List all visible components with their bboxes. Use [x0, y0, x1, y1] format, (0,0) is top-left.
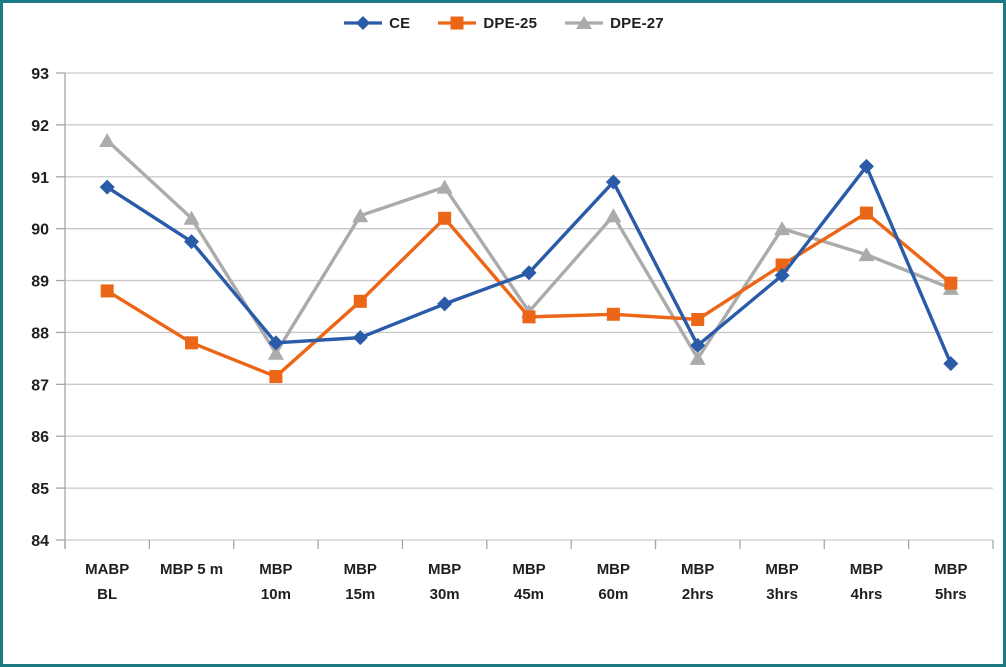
- x-tick-label: MBP 5hrs: [934, 561, 967, 603]
- y-tick-label: 93: [31, 66, 49, 83]
- marker-diamond-ce: [521, 265, 537, 281]
- marker-square-dpe-25: [859, 206, 873, 220]
- x-tick-label: MBP 45m: [512, 561, 545, 603]
- y-tick-label: 88: [31, 325, 49, 342]
- y-tick-label: 90: [31, 222, 49, 239]
- y-tick-label: 87: [31, 377, 49, 394]
- marker-square-dpe-25: [691, 312, 705, 326]
- ce-line-diamond-marker-icon: [344, 16, 383, 30]
- legend-label-ce: CE: [389, 14, 411, 32]
- x-tick-label: MABP BL: [85, 561, 129, 603]
- dpe27-line-triangle-marker-icon: [565, 16, 604, 29]
- legend-label-dpe27: DPE-27: [610, 14, 664, 32]
- marker-triangle-dpe-27: [183, 210, 200, 225]
- marker-diamond-ce: [943, 356, 959, 372]
- marker-diamond-ce: [184, 234, 200, 250]
- x-tick-label: MBP 10m: [259, 561, 292, 603]
- y-tick-label: 85: [31, 481, 49, 498]
- marker-triangle-dpe-27: [436, 179, 453, 194]
- marker-square-dpe-25: [522, 310, 536, 324]
- line-chart: 84 85 86 87 88 89 90 91 92 93 MABP BL MBP 5 m MBP 10m M…: [31, 66, 994, 603]
- y-tick-label: 89: [31, 274, 49, 291]
- marker-square-dpe-25: [775, 258, 789, 272]
- marker-diamond-ce: [437, 296, 453, 312]
- dpe25-line-square-marker-icon: [438, 16, 477, 30]
- series-line-dpe-27: [106, 139, 952, 361]
- x-tick-label: MBP 4hrs: [850, 561, 883, 603]
- marker-triangle-dpe-27: [774, 221, 791, 236]
- marker-square-dpe-25: [269, 370, 283, 384]
- x-tick-label: MBP 3hrs: [765, 561, 798, 603]
- legend-item-ce: CE: [342, 14, 410, 32]
- legend-label-dpe25: DPE-25: [483, 14, 538, 32]
- marker-diamond-ce: [268, 335, 284, 351]
- y-tick-label: 84: [31, 533, 49, 550]
- series-line-ce: [106, 164, 953, 365]
- marker-square-dpe-25: [606, 307, 620, 321]
- x-tick-label: MBP 5 m: [160, 561, 223, 578]
- x-tick-label: MBP 2hrs: [681, 561, 714, 603]
- marker-diamond-ce: [99, 179, 115, 195]
- legend-item-dpe27: DPE-27: [563, 14, 664, 32]
- marker-square-dpe-25: [100, 284, 114, 298]
- marker-triangle-dpe-27: [99, 132, 116, 147]
- marker-diamond-ce: [690, 337, 706, 353]
- marker-diamond-ce: [352, 330, 368, 346]
- marker-square-dpe-25: [944, 276, 958, 290]
- marker-triangle-dpe-27: [858, 247, 875, 262]
- x-tick-label: MBP 15m: [344, 561, 377, 603]
- marker-diamond-ce: [774, 267, 790, 283]
- marker-square-dpe-25: [353, 294, 367, 308]
- marker-triangle-dpe-27: [267, 345, 284, 360]
- y-tick-label: 91: [31, 170, 49, 187]
- marker-diamond-ce: [858, 158, 874, 174]
- marker-triangle-dpe-27: [689, 350, 706, 365]
- legend: CE DPE-25 DPE-27: [3, 9, 1003, 37]
- x-tick-label: MBP 60m: [597, 561, 630, 603]
- marker-triangle-dpe-27: [352, 208, 369, 223]
- legend-item-dpe25: DPE-25: [436, 14, 537, 32]
- y-tick-label: 92: [31, 118, 49, 135]
- x-tick-label: MBP 30m: [428, 561, 461, 603]
- marker-diamond-ce: [605, 174, 621, 190]
- y-tick-label: 86: [31, 429, 49, 446]
- marker-square-dpe-25: [438, 211, 452, 225]
- marker-triangle-dpe-27: [605, 208, 622, 223]
- marker-square-dpe-25: [185, 336, 199, 350]
